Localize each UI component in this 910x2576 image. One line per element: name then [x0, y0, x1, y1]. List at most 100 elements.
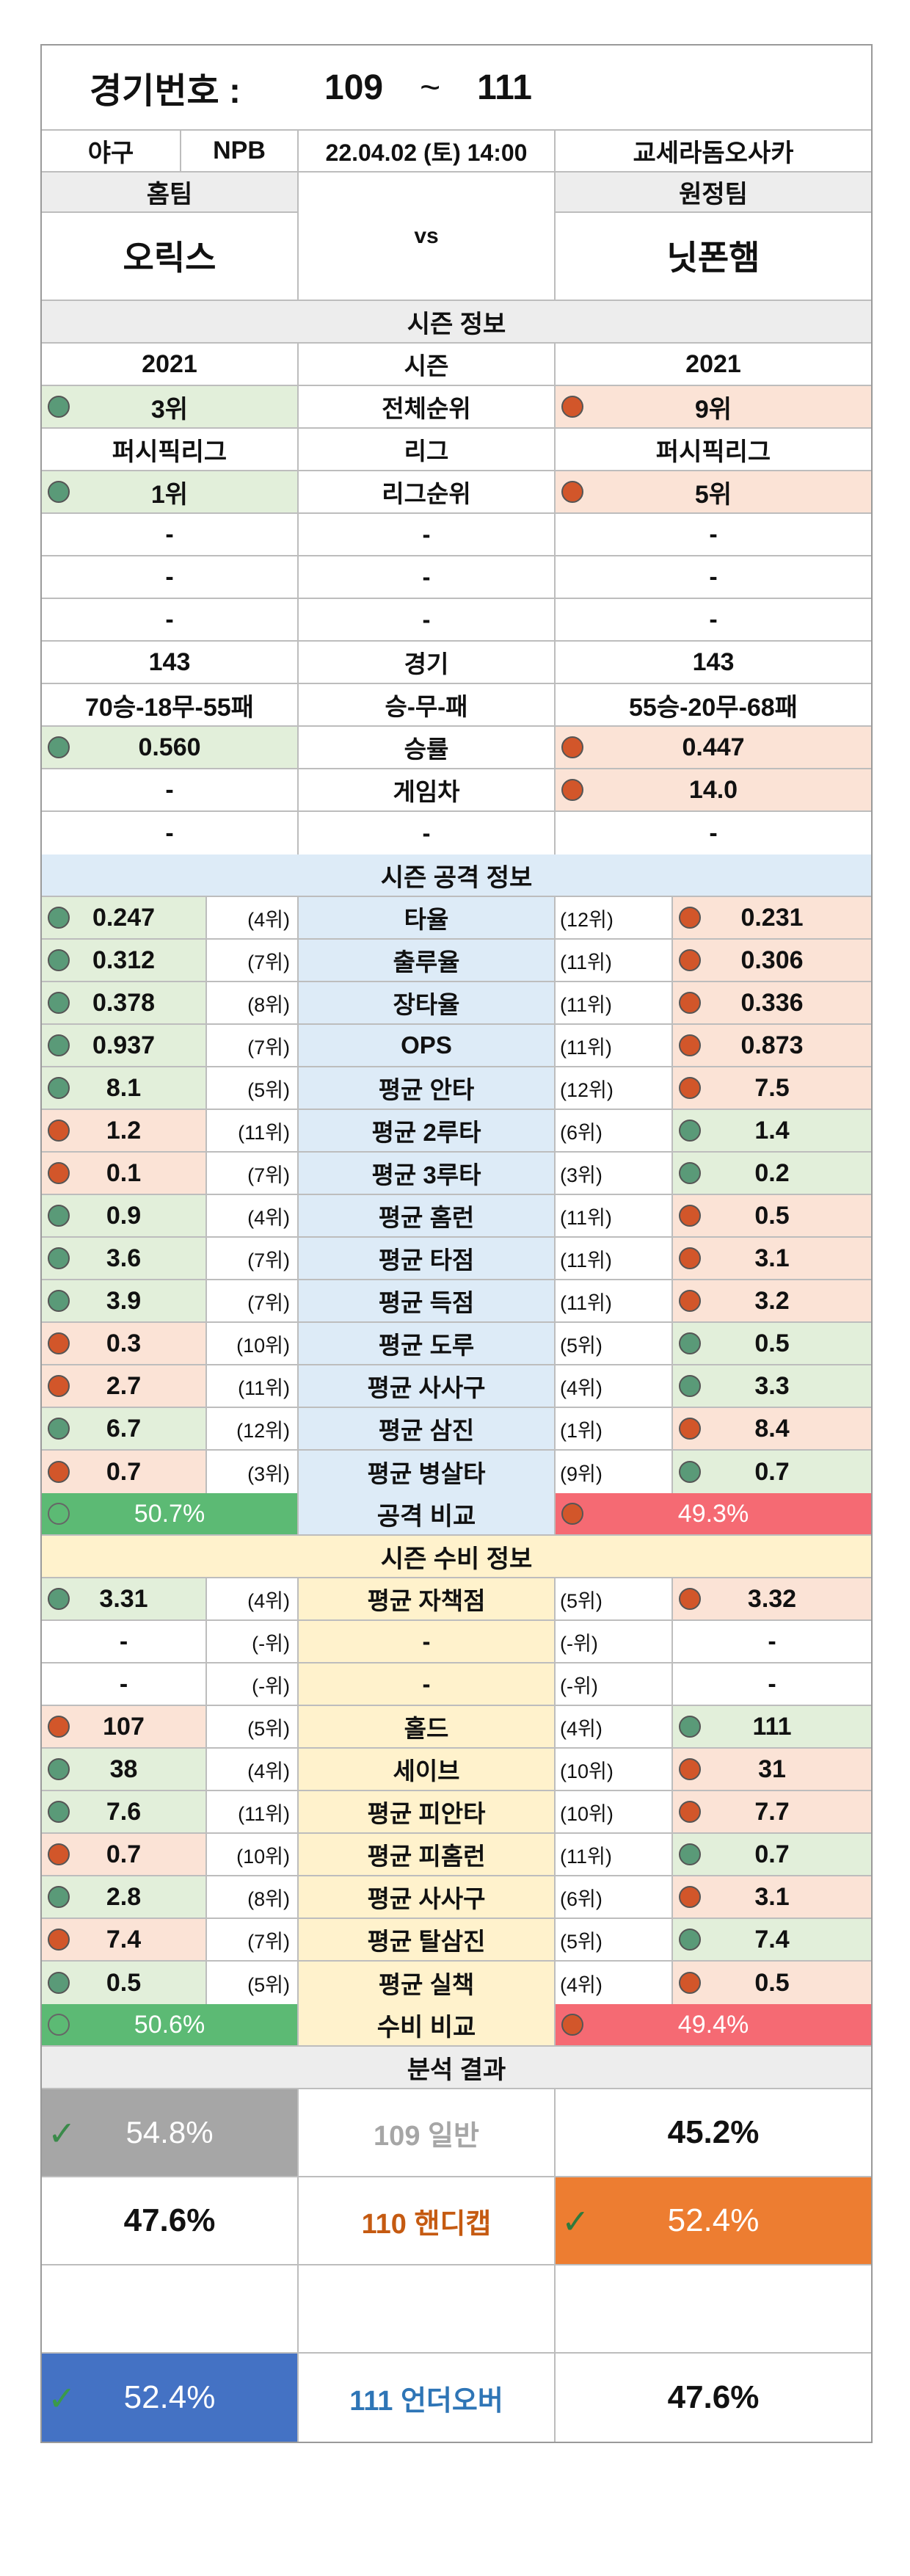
attack-home-value: 0.937	[92, 1031, 156, 1059]
circle-icon	[48, 1120, 70, 1142]
season-away-value: -	[709, 819, 718, 847]
defense-away-cell: 3.1	[673, 1876, 871, 1918]
season-home-cell: -	[42, 556, 299, 598]
attack-home-value: 0.1	[106, 1158, 142, 1187]
attack-away-rank: (11위)	[556, 1280, 673, 1321]
defense-summary-home: 50.6%	[134, 2010, 205, 2039]
defense-home-rank: (11위)	[207, 1791, 299, 1832]
defense-row: 7.6 (11위) 평균 피안타 (10위) 7.7	[42, 1791, 871, 1834]
attack-row-label: 평균 삼진	[299, 1408, 556, 1449]
season-away-cell: -	[556, 812, 871, 855]
defense-home-value: 38	[109, 1755, 138, 1783]
season-away-cell: 2021	[556, 344, 871, 385]
season-home-value: 143	[148, 647, 191, 676]
season-row: ---	[42, 556, 871, 599]
check-icon: ✓	[48, 2114, 76, 2152]
defense-home-cell: 38	[42, 1749, 207, 1790]
season-row: ---	[42, 599, 871, 642]
season-away-cell: 9위	[556, 386, 871, 427]
season-away-cell: 143	[556, 642, 871, 683]
attack-home-rank: (10위)	[207, 1323, 299, 1364]
attack-home-cell: 3.9	[42, 1280, 207, 1321]
general-label: 109 일반	[299, 2089, 556, 2176]
defense-away-cell: 31	[673, 1749, 871, 1790]
circle-icon	[679, 1120, 701, 1142]
season-row-label: -	[299, 599, 556, 640]
circle-icon	[679, 1801, 701, 1823]
season-home-cell: 퍼시픽리그	[42, 429, 299, 470]
handicap-home: 47.6%	[42, 2177, 299, 2264]
season-home-value: -	[165, 819, 174, 847]
attack-row-label: 타율	[299, 897, 556, 938]
attack-home-value: 0.247	[92, 903, 156, 932]
season-info-title: 시즌 정보	[42, 301, 871, 342]
defense-home-value: 0.7	[106, 1840, 142, 1868]
attack-row: 0.378 (8위) 장타율 (11위) 0.336	[42, 982, 871, 1025]
analysis-handicap-row: 47.6% 110 핸디캡 ✓ 52.4%	[42, 2177, 871, 2265]
attack-home-value: 2.7	[106, 1371, 142, 1400]
attack-home-rank: (5위)	[207, 1067, 299, 1109]
defense-row-label: 평균 사사구	[299, 1876, 556, 1918]
circle-icon	[48, 736, 70, 758]
circle-icon	[679, 949, 701, 971]
circle-icon	[48, 1205, 70, 1227]
season-home-value: -	[165, 775, 174, 804]
analysis-general-row: ✓ 54.8% 109 일반 45.2%	[42, 2089, 871, 2177]
defense-away-cell: -	[673, 1621, 871, 1662]
season-home-cell: -	[42, 599, 299, 640]
attack-row: 3.6 (7위) 평균 타점 (11위) 3.1	[42, 1238, 871, 1280]
season-home-value: -	[165, 562, 174, 591]
attack-row: 0.247 (4위) 타율 (12위) 0.231	[42, 897, 871, 940]
season-row: 3위 전체순위 9위	[42, 386, 871, 429]
attack-away-value: 1.4	[754, 1116, 790, 1144]
defense-summary-away: 49.4%	[677, 2010, 749, 2039]
circle-icon	[679, 1418, 701, 1440]
attack-row-label: 장타율	[299, 982, 556, 1023]
season-row-label: -	[299, 812, 556, 855]
attack-home-cell: 2.7	[42, 1365, 207, 1407]
attack-home-cell: 0.1	[42, 1153, 207, 1194]
circle-icon	[561, 2014, 583, 2036]
attack-away-cell: 0.873	[673, 1025, 871, 1066]
analysis-blank-row	[42, 2265, 871, 2354]
defense-row: 2.8 (8위) 평균 사사구 (6위) 3.1	[42, 1876, 871, 1919]
season-row-label: -	[299, 514, 556, 555]
attack-home-value: 3.6	[106, 1244, 142, 1272]
attack-row-label: 평균 2루타	[299, 1110, 556, 1151]
season-row: 1위 리그순위 5위	[42, 471, 871, 514]
attack-row-label: 출루율	[299, 940, 556, 981]
attack-row: 1.2 (11위) 평균 2루타 (6위) 1.4	[42, 1110, 871, 1153]
circle-icon	[48, 907, 70, 929]
circle-icon	[679, 1077, 701, 1099]
season-row-label: 승-무-패	[299, 684, 556, 725]
season-home-value: -	[165, 605, 174, 634]
attack-summary-label: 공격 비교	[299, 1493, 556, 1534]
attack-away-cell: 8.4	[673, 1408, 871, 1449]
attack-away-cell: 0.5	[673, 1323, 871, 1364]
circle-icon	[48, 1588, 70, 1610]
circle-icon	[48, 949, 70, 971]
defense-home-value: -	[119, 1669, 128, 1698]
defense-home-cell: 7.6	[42, 1791, 207, 1832]
attack-row: 0.9 (4위) 평균 홈런 (11위) 0.5	[42, 1195, 871, 1238]
season-row: 0.560 승률 0.447	[42, 727, 871, 769]
attack-home-value: 0.7	[106, 1457, 142, 1486]
attack-away-value: 8.4	[754, 1414, 790, 1443]
attack-row-label: 평균 병살타	[299, 1451, 556, 1493]
defense-home-value: 0.5	[106, 1968, 142, 1997]
attack-away-rank: (6위)	[556, 1110, 673, 1151]
attack-home-cell: 6.7	[42, 1408, 207, 1449]
circle-icon	[679, 1843, 701, 1865]
circle-icon	[679, 1716, 701, 1738]
circle-icon	[679, 992, 701, 1014]
attack-away-value: 7.5	[754, 1073, 790, 1102]
circle-icon	[48, 1247, 70, 1269]
defense-home-value: 7.6	[106, 1797, 142, 1826]
defense-info-rows: 3.31 (4위) 평균 자책점 (5위) 3.32- (-위) - (-위) - - (-위) -(…	[42, 1578, 871, 2004]
attack-home-rank: (4위)	[207, 1195, 299, 1236]
defense-away-rank: (-위)	[556, 1663, 673, 1705]
defense-row: - (-위) - (-위) -	[42, 1621, 871, 1663]
attack-away-cell: 0.7	[673, 1451, 871, 1493]
season-row-label: 게임차	[299, 769, 556, 810]
defense-info-title: 시즌 수비 정보	[42, 1536, 871, 1577]
